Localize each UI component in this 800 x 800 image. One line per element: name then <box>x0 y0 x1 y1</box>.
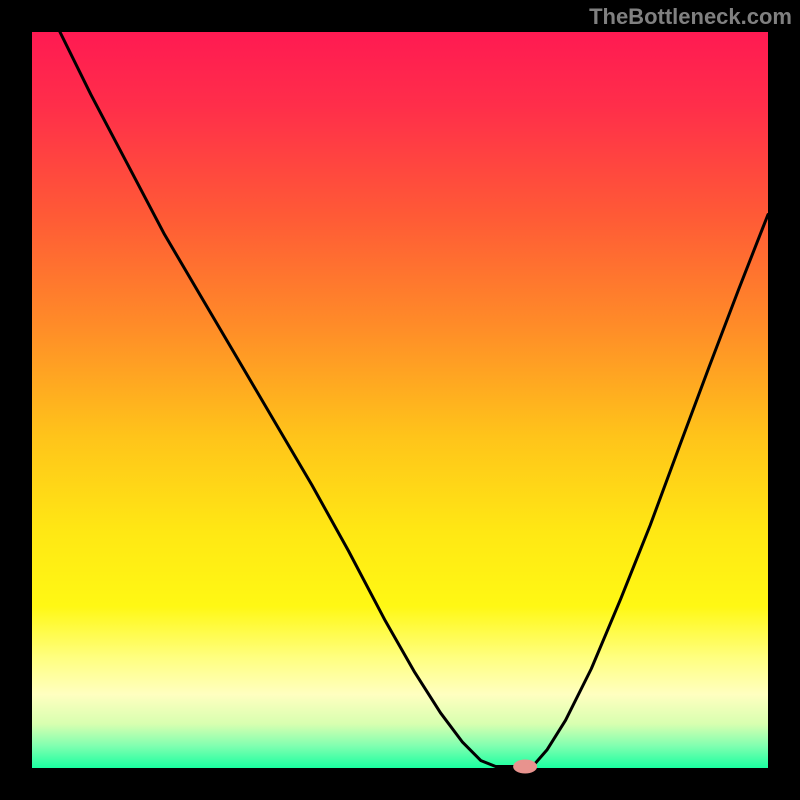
watermark-label: TheBottleneck.com <box>589 4 792 30</box>
chart-svg <box>0 0 800 800</box>
chart-gradient-bg <box>32 32 768 768</box>
optimum-marker <box>513 760 537 774</box>
bottleneck-chart: TheBottleneck.com <box>0 0 800 800</box>
